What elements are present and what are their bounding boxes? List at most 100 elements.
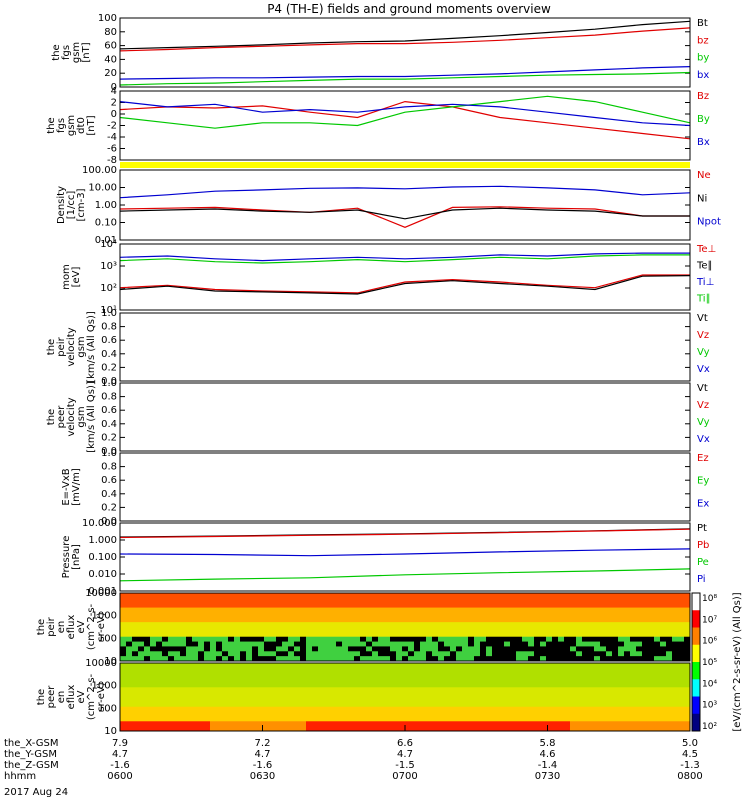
heatmap-cell bbox=[240, 711, 247, 717]
heatmap-cell bbox=[558, 692, 565, 698]
colorbar-band bbox=[692, 679, 700, 697]
heatmap-cell bbox=[138, 627, 145, 633]
heatmap-cell bbox=[672, 716, 679, 722]
panel-5-ylabel: thepeirvelocitygsm[km/s (All Qs)] bbox=[46, 311, 97, 383]
heatmap-cell bbox=[324, 607, 331, 613]
heatmap-cell bbox=[294, 682, 301, 688]
heatmap-cell bbox=[630, 602, 637, 609]
heatmap-cell bbox=[666, 677, 673, 683]
heatmap-cell bbox=[486, 622, 493, 628]
heatmap-cell bbox=[444, 711, 451, 717]
heatmap-cell bbox=[438, 617, 445, 623]
heatmap-cell bbox=[576, 677, 583, 683]
heatmap-cell bbox=[300, 607, 307, 613]
heatmap-cell bbox=[522, 597, 529, 604]
heatmap-cell bbox=[330, 646, 337, 652]
heatmap-cell bbox=[636, 687, 643, 693]
heatmap-cell bbox=[450, 726, 457, 732]
heatmap-cell bbox=[630, 716, 637, 722]
heatmap-cell bbox=[378, 697, 385, 703]
heatmap-cell bbox=[318, 667, 325, 674]
heatmap-cell bbox=[288, 716, 295, 722]
ephemeris-value: 4.7 bbox=[397, 749, 413, 760]
heatmap-cell bbox=[156, 593, 163, 599]
heatmap-cell bbox=[354, 726, 361, 732]
heatmap-cell bbox=[384, 617, 391, 623]
heatmap-cell bbox=[510, 646, 517, 652]
heatmap-cell bbox=[678, 593, 685, 599]
legend-Ex: Ex bbox=[697, 498, 709, 509]
heatmap-cell bbox=[330, 641, 337, 647]
heatmap-cell bbox=[444, 627, 451, 633]
heatmap-cell bbox=[354, 656, 361, 662]
heatmap-cell bbox=[522, 593, 529, 599]
heatmap-cell bbox=[570, 711, 577, 717]
date-label: 2017 Aug 24 bbox=[4, 787, 68, 798]
heatmap-cell bbox=[354, 682, 361, 688]
heatmap-cell bbox=[534, 697, 541, 703]
heatmap-cell bbox=[228, 597, 235, 604]
heatmap-cell bbox=[402, 617, 409, 623]
heatmap-cell bbox=[240, 721, 247, 727]
heatmap-cell bbox=[120, 646, 127, 652]
heatmap-cell bbox=[510, 697, 517, 703]
heatmap-cell bbox=[618, 612, 625, 618]
heatmap-cell bbox=[672, 721, 679, 727]
heatmap-cell bbox=[426, 667, 433, 674]
heatmap-cell bbox=[282, 641, 289, 647]
heatmap-cell bbox=[126, 687, 133, 693]
heatmap-cell bbox=[456, 692, 463, 698]
heatmap-cell bbox=[384, 612, 391, 618]
heatmap-cell bbox=[522, 716, 529, 722]
heatmap-cell bbox=[318, 697, 325, 703]
heatmap-cell bbox=[588, 617, 595, 623]
heatmap-cell bbox=[420, 607, 427, 613]
heatmap-cell bbox=[636, 641, 643, 647]
panel-6-ylabel: thepeervelocitygsm[km/s (All Qs)] bbox=[46, 381, 97, 453]
heatmap-cell bbox=[480, 651, 487, 657]
heatmap-cell bbox=[426, 627, 433, 633]
heatmap-cell bbox=[396, 593, 403, 599]
heatmap-cell bbox=[618, 667, 625, 674]
heatmap-cell bbox=[234, 622, 241, 628]
heatmap-cell bbox=[408, 597, 415, 604]
heatmap-cell bbox=[168, 612, 175, 618]
heatmap-cell bbox=[186, 726, 193, 732]
ephemeris-value: 0700 bbox=[392, 771, 417, 782]
heatmap-cell bbox=[540, 677, 547, 683]
heatmap-cell bbox=[660, 711, 667, 717]
heatmap-cell bbox=[222, 677, 229, 683]
heatmap-cell bbox=[642, 701, 649, 708]
ylabel-line: [nPa] bbox=[71, 544, 82, 570]
heatmap-cell bbox=[258, 692, 265, 698]
ephemeris-value: 0630 bbox=[250, 771, 275, 782]
heatmap-cell bbox=[204, 607, 211, 613]
heatmap-cell bbox=[420, 697, 427, 703]
heatmap-cell bbox=[162, 593, 169, 599]
heatmap-cell bbox=[606, 627, 613, 633]
heatmap-cell bbox=[390, 636, 397, 643]
heatmap-cell bbox=[450, 607, 457, 613]
heatmap-cell bbox=[144, 692, 151, 698]
heatmap-cell bbox=[426, 641, 433, 647]
heatmap-cell bbox=[570, 721, 577, 727]
heatmap-cell bbox=[186, 593, 193, 599]
heatmap-cell bbox=[642, 627, 649, 633]
heatmap-cell bbox=[564, 612, 571, 618]
ephemeris-value: -1.5 bbox=[395, 760, 415, 771]
legend-Ez: Ez bbox=[697, 453, 709, 464]
ylabel-line: velocity bbox=[66, 397, 77, 436]
heatmap-cell bbox=[594, 622, 601, 628]
heatmap-cell bbox=[324, 617, 331, 623]
heatmap-cell bbox=[522, 667, 529, 674]
heatmap-cell bbox=[270, 641, 277, 647]
heatmap-cell bbox=[420, 687, 427, 693]
heatmap-cell bbox=[396, 692, 403, 698]
heatmap-cell bbox=[150, 627, 157, 633]
heatmap-cell bbox=[630, 677, 637, 683]
heatmap-cell bbox=[330, 597, 337, 604]
heatmap-cell bbox=[372, 701, 379, 708]
heatmap-cell bbox=[156, 711, 163, 717]
heatmap-cell bbox=[144, 607, 151, 613]
